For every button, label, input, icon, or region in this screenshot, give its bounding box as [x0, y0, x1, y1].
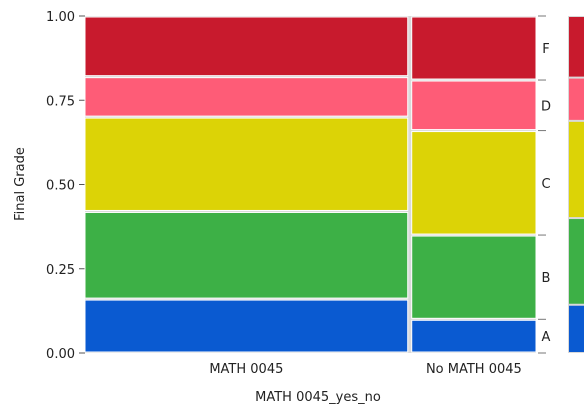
mosaic-cell-c — [84, 117, 409, 211]
x-category-label: MATH 0045 — [209, 362, 283, 377]
y-axis-title: Final Grade — [13, 147, 28, 221]
x-axis-labels: MATH 0045 No MATH 0045 — [209, 362, 521, 377]
mosaic-cell-a — [84, 299, 409, 353]
grade-labels: A B C D F — [538, 15, 551, 354]
mosaic-cell-a — [411, 319, 537, 353]
y-axis-ticks: 0.00 0.25 0.50 0.75 1.00 — [46, 10, 85, 362]
mosaic-cell-d — [411, 80, 537, 131]
mosaic-cell-d — [84, 77, 409, 117]
overall-cell-f — [569, 17, 584, 77]
mosaic-cell-c — [411, 131, 537, 235]
plot-area — [84, 16, 537, 353]
x-category-label: No MATH 0045 — [426, 362, 522, 377]
y-tick-label: 0.50 — [46, 179, 75, 194]
overall-bar — [568, 16, 584, 353]
overall-cell-a — [569, 305, 584, 352]
y-tick-label: 1.00 — [46, 10, 75, 25]
y-tick-label: 0.25 — [46, 263, 75, 278]
mosaic-cell-f — [84, 16, 409, 77]
mosaic-cell-b — [84, 211, 409, 299]
overall-cell-d — [569, 78, 584, 120]
y-tick-label: 0.00 — [46, 347, 75, 362]
x-axis-title: MATH 0045_yes_no — [255, 390, 381, 405]
mosaic-cell-b — [411, 235, 537, 319]
grade-label-d: D — [541, 99, 551, 114]
grade-label-b: B — [542, 271, 551, 286]
grade-label-c: C — [541, 177, 550, 192]
mosaic-cell-f — [411, 16, 537, 80]
y-tick-label: 0.75 — [46, 94, 75, 109]
grade-label-f: F — [542, 42, 549, 57]
grade-label-a: A — [542, 330, 551, 345]
overall-cell-c — [569, 121, 584, 218]
overall-cell-b — [569, 219, 584, 304]
